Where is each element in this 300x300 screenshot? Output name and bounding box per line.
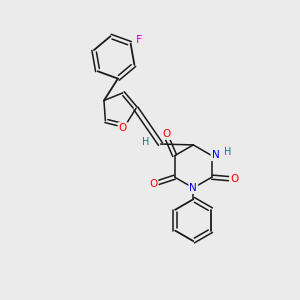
Text: F: F [136, 35, 142, 45]
Text: O: O [118, 123, 127, 133]
Text: N: N [189, 183, 197, 193]
Text: H: H [224, 147, 231, 157]
Text: O: O [163, 129, 171, 139]
Text: O: O [149, 179, 157, 189]
Text: H: H [142, 136, 150, 147]
Text: N: N [212, 150, 219, 160]
Text: O: O [230, 174, 238, 184]
